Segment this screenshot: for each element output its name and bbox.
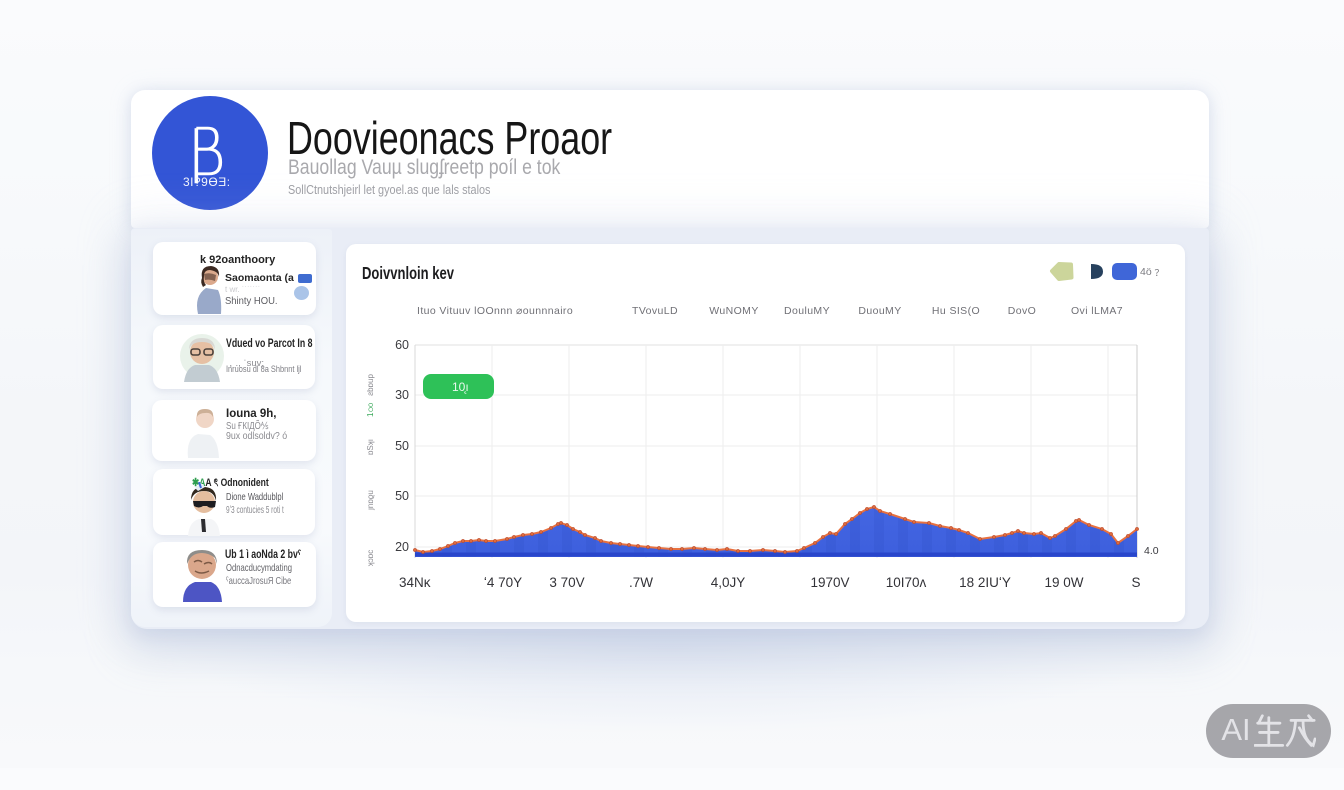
svg-text:ʻ4 70Y: ʻ4 70Y (484, 575, 522, 590)
svg-text:3 70V: 3 70V (549, 575, 584, 590)
svg-text:TVovuLD: TVovuLD (632, 305, 678, 317)
svg-text:4,0JY: 4,0JY (711, 575, 746, 590)
svg-text:4ö﹖: 4ö﹖ (1140, 266, 1162, 278)
svg-text:50: 50 (395, 489, 409, 503)
svg-text:DovO: DovO (1008, 305, 1036, 317)
svg-text:4.0: 4.0 (1144, 545, 1159, 557)
svg-text:S: S (1131, 575, 1140, 590)
svg-text:19 0W: 19 0W (1044, 575, 1083, 590)
svg-text:30: 30 (395, 388, 409, 402)
svg-text:ƨbɒup: ƨbɒup (366, 374, 375, 396)
svg-text:Ituo Vituuv lOOnnn ⌀ounnnairo: Ituo Vituuv lOOnnn ⌀ounnnairo (417, 305, 573, 317)
svg-text:ȷnɒϱu: ȷnɒϱu (366, 490, 375, 511)
svg-text:10̨ı: 10̨ı (452, 380, 469, 394)
svg-text:34Nĸ: 34Nĸ (399, 575, 431, 590)
svg-text:10I70ʌ: 10I70ʌ (886, 575, 927, 590)
svg-text:DouluMY: DouluMY (784, 305, 830, 317)
svg-text:1ഠ൦: 1ഠ൦ (366, 402, 375, 417)
svg-text:1970V: 1970V (810, 575, 849, 590)
svg-text:Hu SIS(O: Hu SIS(O (932, 305, 980, 317)
svg-text:ʞɔɒc: ʞɔɒc (366, 550, 375, 566)
svg-text:50: 50 (395, 439, 409, 453)
svg-text:Ovi lLMA7: Ovi lLMA7 (1071, 305, 1123, 317)
svg-text:.7W: .7W (629, 575, 653, 590)
svg-text:20: 20 (395, 540, 409, 554)
svg-text:WuNOMY: WuNOMY (709, 305, 758, 317)
svg-text:Doivvnloin kev: Doivvnloin kev (362, 263, 454, 283)
svg-text:18 2IUʻY: 18 2IUʻY (959, 575, 1011, 590)
svg-text:DuouMY: DuouMY (858, 305, 901, 317)
svg-text:ɒSʞı: ɒSʞı (366, 439, 375, 455)
svg-text:60: 60 (395, 338, 409, 352)
